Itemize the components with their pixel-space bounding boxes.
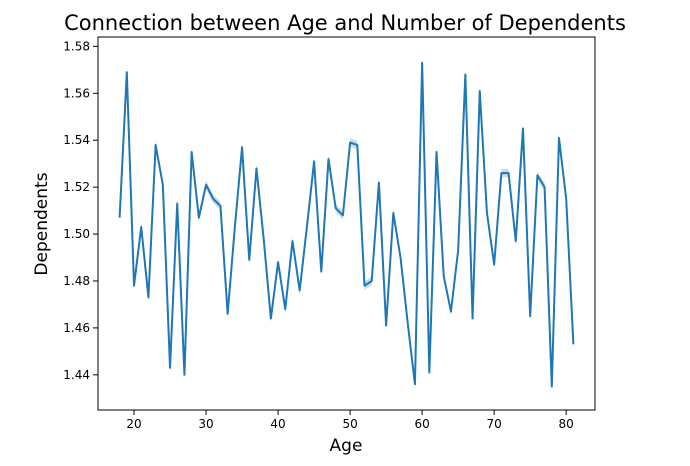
series-line-layer bbox=[118, 61, 575, 388]
plot-frame bbox=[97, 36, 596, 411]
y-tick-label: 1.50 bbox=[63, 227, 90, 241]
y-tick-label: 1.54 bbox=[63, 133, 90, 147]
y-tick-label: 1.58 bbox=[63, 39, 90, 53]
y-tick-label: 1.48 bbox=[63, 274, 90, 288]
chart-title: Connection between Age and Number of Dep… bbox=[64, 11, 626, 35]
confidence-band bbox=[119, 58, 574, 391]
series-line bbox=[118, 61, 575, 388]
x-axis: 20 30 40 50 60 70 80 bbox=[126, 410, 574, 431]
x-axis-label: Age bbox=[330, 436, 363, 456]
x-tick-label: 80 bbox=[559, 417, 574, 431]
x-tick-label: 30 bbox=[198, 417, 213, 431]
y-tick-label: 1.56 bbox=[63, 86, 90, 100]
y-axis-label: Dependents bbox=[32, 172, 52, 275]
x-tick-label: 60 bbox=[414, 417, 429, 431]
x-tick-label: 20 bbox=[126, 417, 141, 431]
y-tick-label: 1.44 bbox=[63, 368, 90, 382]
y-tick-label: 1.52 bbox=[63, 180, 90, 194]
x-tick-label: 70 bbox=[487, 417, 502, 431]
x-tick-label: 50 bbox=[342, 417, 357, 431]
y-tick-label: 1.46 bbox=[63, 321, 90, 335]
y-axis: 1.44 1.46 1.48 1.50 1.52 1.54 1.56 1.58 bbox=[63, 39, 98, 382]
x-tick-label: 40 bbox=[270, 417, 285, 431]
confidence-band-layer bbox=[119, 58, 574, 391]
